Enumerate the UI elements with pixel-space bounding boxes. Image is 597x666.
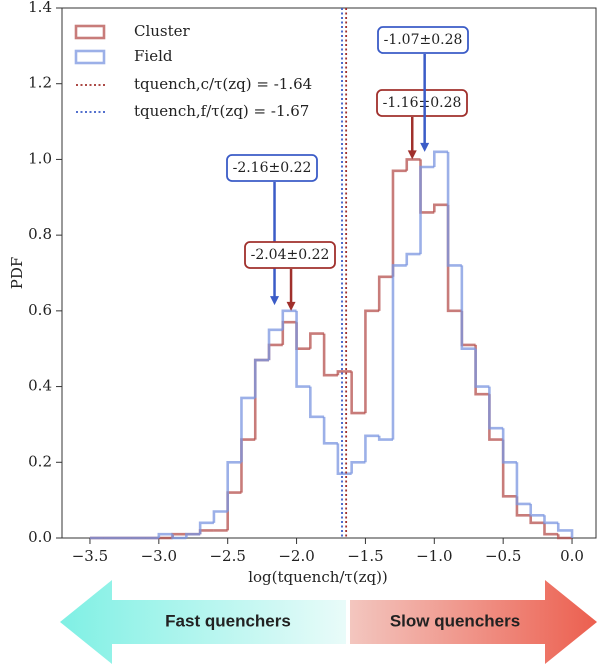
histogram-step (432, 203, 449, 213)
x-tick-label: −1.5 (347, 547, 383, 565)
histogram-step (295, 310, 311, 388)
arrow-head (286, 301, 296, 311)
histogram-step (543, 515, 559, 525)
histogram-step (226, 491, 242, 531)
y-tick-label: 0.0 (28, 528, 52, 546)
histogram-step (419, 165, 435, 255)
histogram-step (157, 532, 173, 538)
slow-arrow (350, 580, 597, 664)
y-tick-label: 0.2 (28, 452, 52, 470)
y-tick-label: 0.8 (28, 225, 52, 243)
histogram-step (171, 534, 187, 540)
y-tick-label: 1.2 (28, 74, 52, 92)
histogram-step (529, 515, 545, 525)
histogram-step (405, 252, 421, 266)
histogram-step (515, 462, 531, 506)
legend-label: Cluster (134, 22, 191, 40)
histogram-step (253, 358, 270, 398)
x-tick-label: −2.5 (209, 547, 245, 565)
histogram-step (391, 169, 407, 277)
histogram-step (474, 348, 490, 388)
histogram-step (198, 529, 214, 535)
histogram-step (515, 496, 531, 517)
annotation-box (244, 241, 336, 269)
legend-label: tquench,f/τ(zq) = -1.67 (134, 102, 309, 120)
histogram-step (281, 320, 297, 345)
fast-label: Fast quenchers (165, 611, 291, 630)
histogram-step (336, 443, 352, 475)
histogram-step (543, 522, 559, 536)
histogram-step (226, 460, 242, 512)
histogram-step (556, 534, 573, 540)
histogram-step (309, 386, 325, 419)
x-tick-label: −1.0 (416, 547, 452, 565)
histogram-step (322, 333, 338, 377)
legend-swatch (74, 49, 106, 65)
histogram-step (460, 265, 476, 351)
histogram-step (198, 521, 214, 535)
histogram-step (281, 309, 297, 330)
x-tick-label: −0.5 (485, 547, 521, 565)
legend-swatch (74, 24, 106, 40)
histogram-step (364, 434, 380, 463)
annotation-label: -1.07±0.28 (384, 32, 463, 48)
histogram-step (391, 264, 407, 440)
x-tick-label: 0.0 (560, 547, 584, 565)
histogram-step (336, 370, 352, 376)
histogram-step (377, 275, 393, 311)
y-tick-label: 0.4 (28, 377, 52, 395)
y-tick-label: 0.6 (28, 301, 52, 319)
histogram-step (350, 371, 366, 415)
histogram-step (529, 503, 545, 517)
histogram-step (267, 343, 283, 361)
annotation-box (226, 154, 318, 182)
x-axis-label: log(tquench/τ(zq)) (248, 568, 388, 586)
plot-frame (61, 7, 597, 539)
histogram-step (488, 394, 504, 441)
arrow-head (270, 296, 280, 306)
histogram-step (501, 428, 517, 464)
histogram-step (350, 460, 366, 474)
histogram-step (185, 532, 201, 538)
histogram-step (240, 396, 256, 463)
y-tick-label: 1.4 (28, 0, 52, 16)
arrow-head (420, 142, 430, 152)
fast-arrow (60, 580, 346, 664)
histogram-step (446, 151, 462, 267)
x-tick-label: −2.0 (278, 547, 314, 565)
histogram-step (212, 510, 228, 523)
y-axis-label: PDF (8, 257, 26, 290)
annotation-label: -2.04±0.22 (251, 247, 330, 263)
x-tick-label: −3.5 (72, 547, 108, 565)
histogram-step (405, 158, 421, 171)
histogram-step (460, 310, 476, 347)
histogram-step (309, 332, 325, 349)
histogram-step (446, 204, 462, 313)
histogram-step (240, 438, 256, 493)
annotation-label: -1.16±0.28 (383, 95, 462, 111)
annotation-box (376, 89, 468, 117)
histogram-step (488, 386, 504, 430)
y-tick-label: 1.0 (28, 149, 52, 167)
histogram-step (295, 322, 311, 351)
histogram-step (253, 358, 270, 440)
histogram-step (432, 150, 449, 167)
histogram-step (267, 328, 283, 361)
annotation-label: -2.16±0.22 (233, 160, 312, 176)
histogram-step (364, 309, 380, 414)
legend-label: Field (134, 47, 173, 65)
legend-label: tquench,c/τ(zq) = -1.64 (134, 75, 312, 93)
arrow-head (407, 150, 417, 160)
histogram-step (377, 435, 393, 441)
histogram-step (501, 439, 517, 498)
histogram-step (322, 416, 338, 445)
histogram-step (556, 522, 574, 538)
slow-label: Slow quenchers (390, 611, 520, 630)
x-tick-label: −3.0 (141, 547, 177, 565)
annotation-box (377, 26, 469, 54)
